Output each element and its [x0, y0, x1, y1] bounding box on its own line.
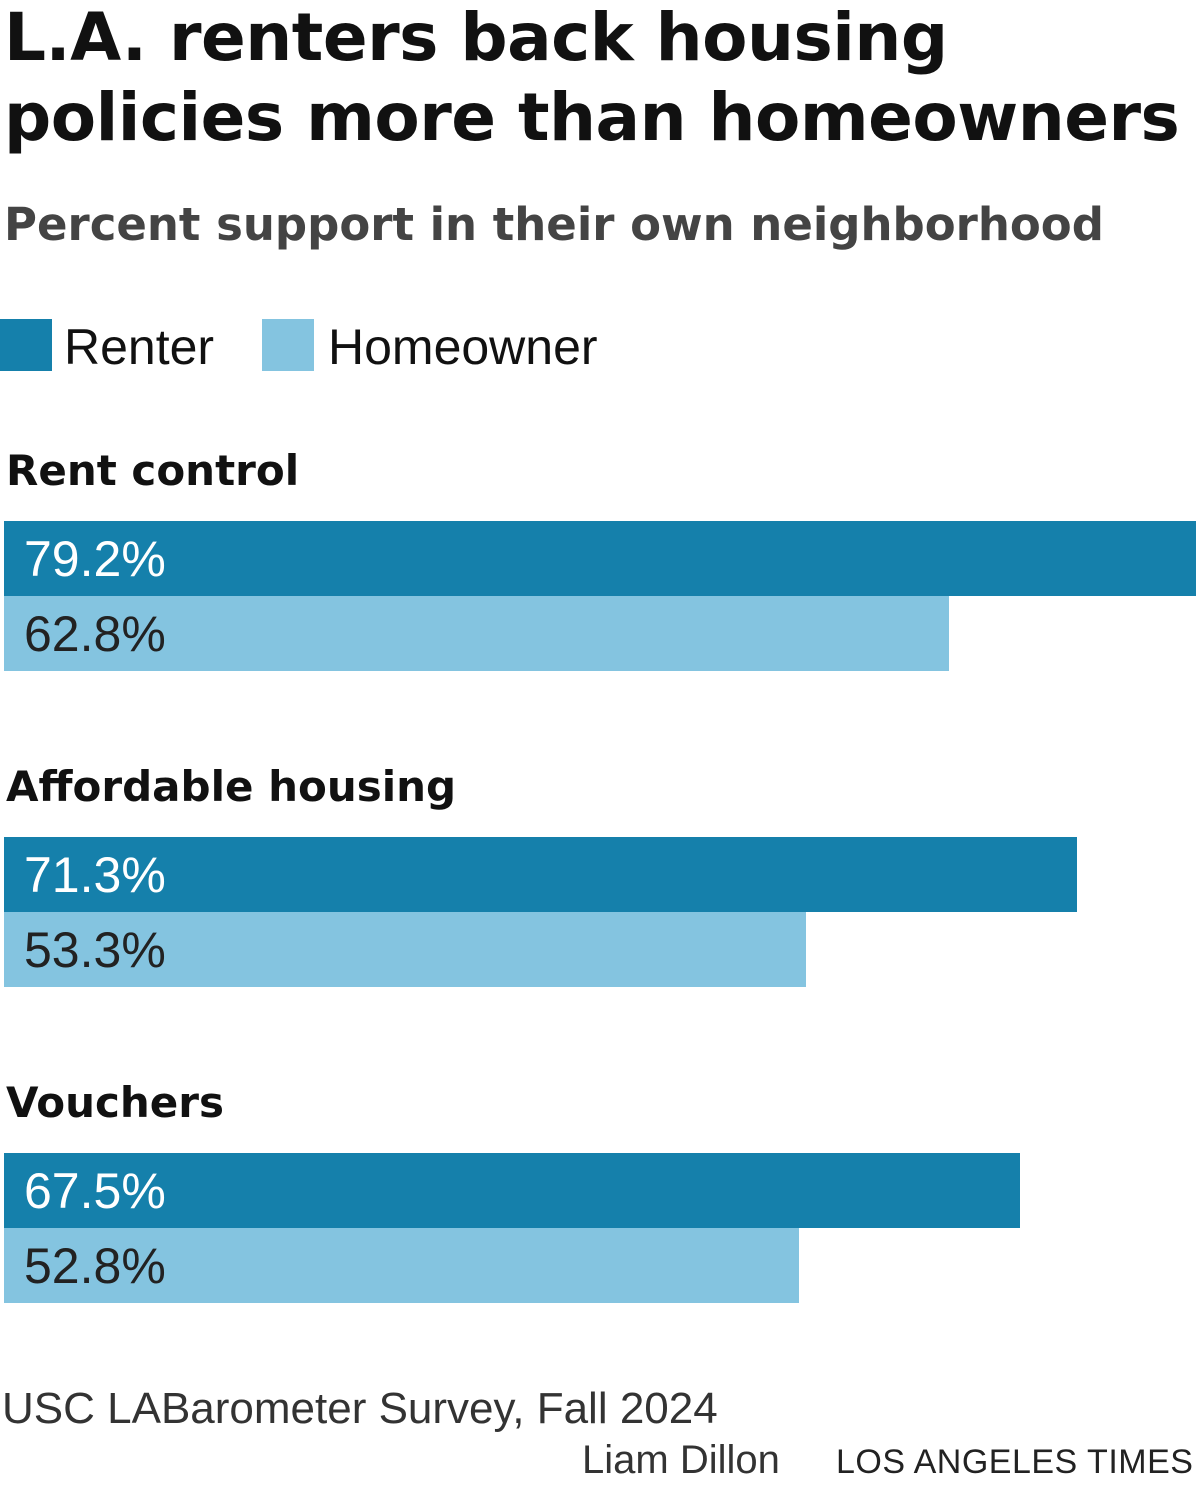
- source-note: USC LABarometer Survey, Fall 2024: [2, 1384, 718, 1433]
- legend-label-homeowner: Homeowner: [328, 319, 598, 375]
- data-label: 71.3%: [24, 847, 166, 903]
- category-label: Affordable housing: [6, 762, 457, 811]
- bar-homeowner: 62.8%: [4, 596, 949, 671]
- bar-homeowner: 53.3%: [4, 912, 806, 987]
- legend-swatch-renter: [0, 319, 52, 371]
- publisher-logo: LOS ANGELES TIMES: [836, 1443, 1194, 1481]
- chart-title: L.A. renters back housing policies more …: [4, 0, 1180, 156]
- data-label: 67.5%: [24, 1163, 166, 1219]
- data-label: 62.8%: [24, 606, 166, 662]
- bar-renter: 71.3%: [4, 837, 1077, 912]
- byline: Liam Dillon: [582, 1438, 780, 1482]
- category-label: Vouchers: [6, 1078, 224, 1127]
- bar-renter: 79.2%: [4, 521, 1196, 596]
- chart-subtitle: Percent support in their own neighborhoo…: [4, 198, 1104, 251]
- category-label: Rent control: [6, 446, 300, 495]
- data-label: 52.8%: [24, 1238, 166, 1294]
- bar-renter: 67.5%: [4, 1153, 1020, 1228]
- data-label: 53.3%: [24, 922, 166, 978]
- data-label: 79.2%: [24, 531, 166, 587]
- legend-label-renter: Renter: [64, 319, 215, 375]
- bar-homeowner: 52.8%: [4, 1228, 799, 1303]
- legend-swatch-homeowner: [262, 319, 314, 371]
